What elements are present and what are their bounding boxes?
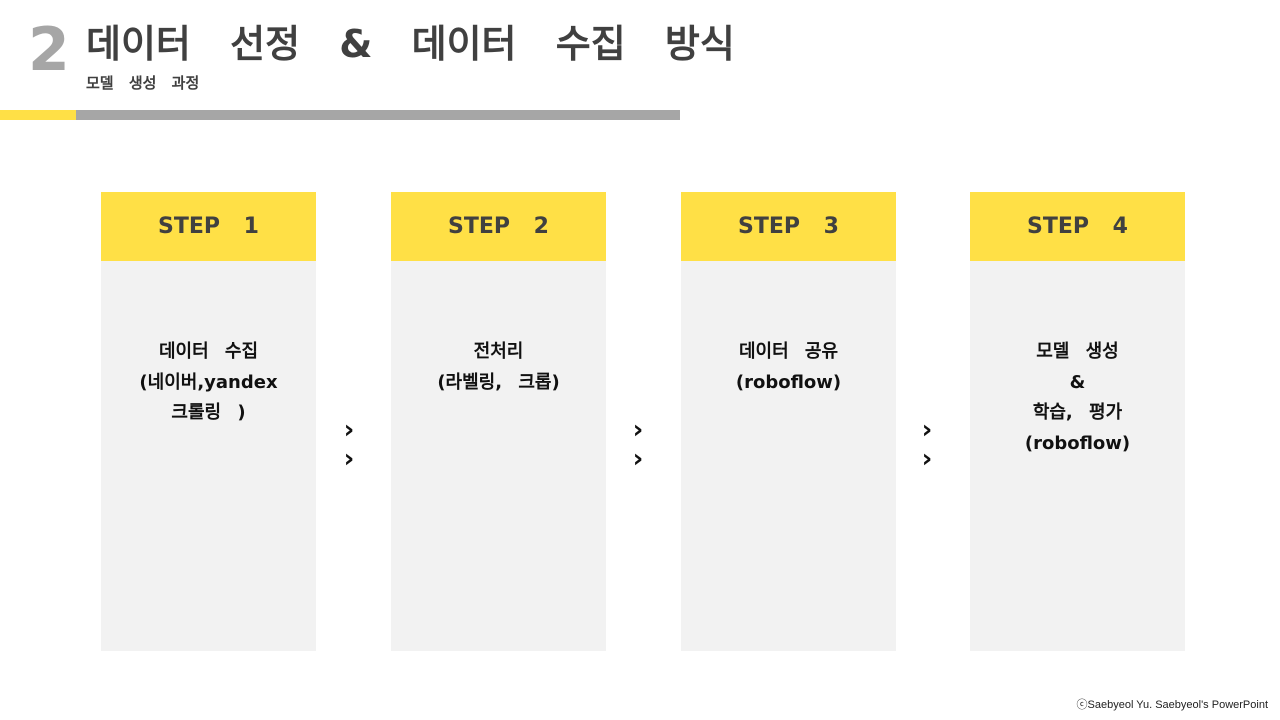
title-underline-bar (76, 110, 680, 120)
chevron-right-icon: › (632, 444, 644, 474)
chevron-right-icon: › › (626, 416, 650, 474)
step-2-line-1: 전처리 (473, 341, 524, 362)
step-body-2: 전처리 (라벨링, 크롭) (391, 261, 606, 398)
step-4-line-4: (roboflow) (1024, 432, 1131, 454)
step-body-3: 데이터 공유 (roboflow) (681, 261, 896, 398)
step-header-4: STEP 4 (970, 192, 1185, 261)
section-number: 2 (28, 15, 70, 85)
step-card-2: STEP 2 전처리 (라벨링, 크롭) (391, 192, 606, 651)
step-body-1: 데이터 수집 (네이버,yandex 크롤링 ) (101, 261, 316, 429)
step-1-line-3: 크롤링 ) (171, 402, 246, 423)
chevron-right-icon: › (921, 444, 933, 474)
title-underline-accent (0, 110, 76, 120)
step-1-line-1: 데이터 수집 (158, 341, 259, 362)
step-4-line-2: & (1069, 371, 1086, 393)
step-header-2: STEP 2 (391, 192, 606, 261)
slide-title: 데이터 선정 & 데이터 수집 방식 (86, 22, 735, 66)
step-4-line-3: 학습, 평가 (1032, 402, 1123, 423)
chevron-right-icon: › (343, 444, 355, 474)
chevron-right-icon: › (343, 415, 355, 445)
slide-subtitle: 모델 생성 과정 (86, 74, 200, 92)
step-3-line-1: 데이터 공유 (738, 341, 839, 362)
step-4-line-1: 모델 생성 (1036, 341, 1119, 362)
chevron-right-icon: › (921, 415, 933, 445)
chevron-right-icon: › (632, 415, 644, 445)
step-card-4: STEP 4 모델 생성 & 학습, 평가 (roboflow) (970, 192, 1185, 651)
step-header-3: STEP 3 (681, 192, 896, 261)
step-body-4: 모델 생성 & 학습, 평가 (roboflow) (970, 261, 1185, 459)
step-3-line-2: (roboflow) (735, 371, 842, 393)
step-card-1: STEP 1 데이터 수집 (네이버,yandex 크롤링 ) (101, 192, 316, 651)
chevron-right-icon: › › (915, 416, 939, 474)
step-1-line-2: (네이버,yandex (139, 371, 278, 393)
step-2-line-2: (라벨링, 크롭) (437, 371, 560, 393)
copyright-credit: ⓒSaebyeol Yu. Saebyeol's PowerPoint (1076, 699, 1268, 711)
step-header-1: STEP 1 (101, 192, 316, 261)
chevron-right-icon: › › (337, 416, 361, 474)
step-card-3: STEP 3 데이터 공유 (roboflow) (681, 192, 896, 651)
